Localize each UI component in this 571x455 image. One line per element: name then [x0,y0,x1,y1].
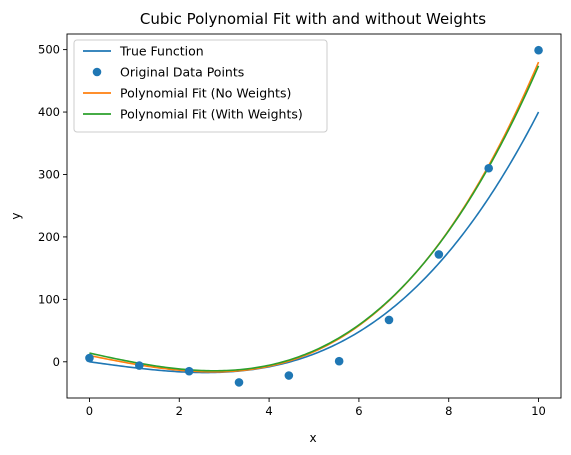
data-point [234,378,244,387]
axes-frame [66,33,562,399]
data-point [135,361,144,370]
x-tick-label: 8 [445,404,452,418]
data-point [284,371,294,380]
legend-entry-label: Original Data Points [120,65,244,80]
data-point [334,356,344,366]
x-tick-label: 6 [355,404,362,418]
y-axis-label: y [9,212,23,219]
legend-entry-label: True Function [119,44,204,59]
data-point [434,250,444,259]
y-tick-label: 0 [53,355,60,369]
x-tick-label: 4 [265,404,272,418]
series-line-3 [89,65,540,372]
data-point [484,163,494,173]
x-tick-label: 0 [86,404,93,418]
x-tick-label: 2 [176,404,183,418]
legend-entry-label: Polynomial Fit (With Weights) [120,107,303,122]
x-tick-label: 10 [531,404,546,418]
x-axis-label: x [309,431,316,445]
chart-title: Cubic Polynomial Fit with and without We… [140,10,486,28]
y-tick-label: 200 [38,230,60,244]
y-tick-label: 100 [38,292,60,306]
data-point [384,315,394,325]
data-point [85,353,94,363]
y-tick-label: 500 [38,43,60,57]
legend-entry-label: Polynomial Fit (No Weights) [120,86,291,101]
legend: True Function Original Data Points Polynom… [73,39,328,133]
series-layer [85,45,543,387]
data-point [534,45,543,55]
data-point [184,366,194,376]
y-tick-label: 300 [38,167,60,181]
series-line-0 [89,111,540,374]
legend-point-marker [92,67,102,77]
y-tick-label: 400 [38,105,60,119]
legend-box [73,39,328,133]
